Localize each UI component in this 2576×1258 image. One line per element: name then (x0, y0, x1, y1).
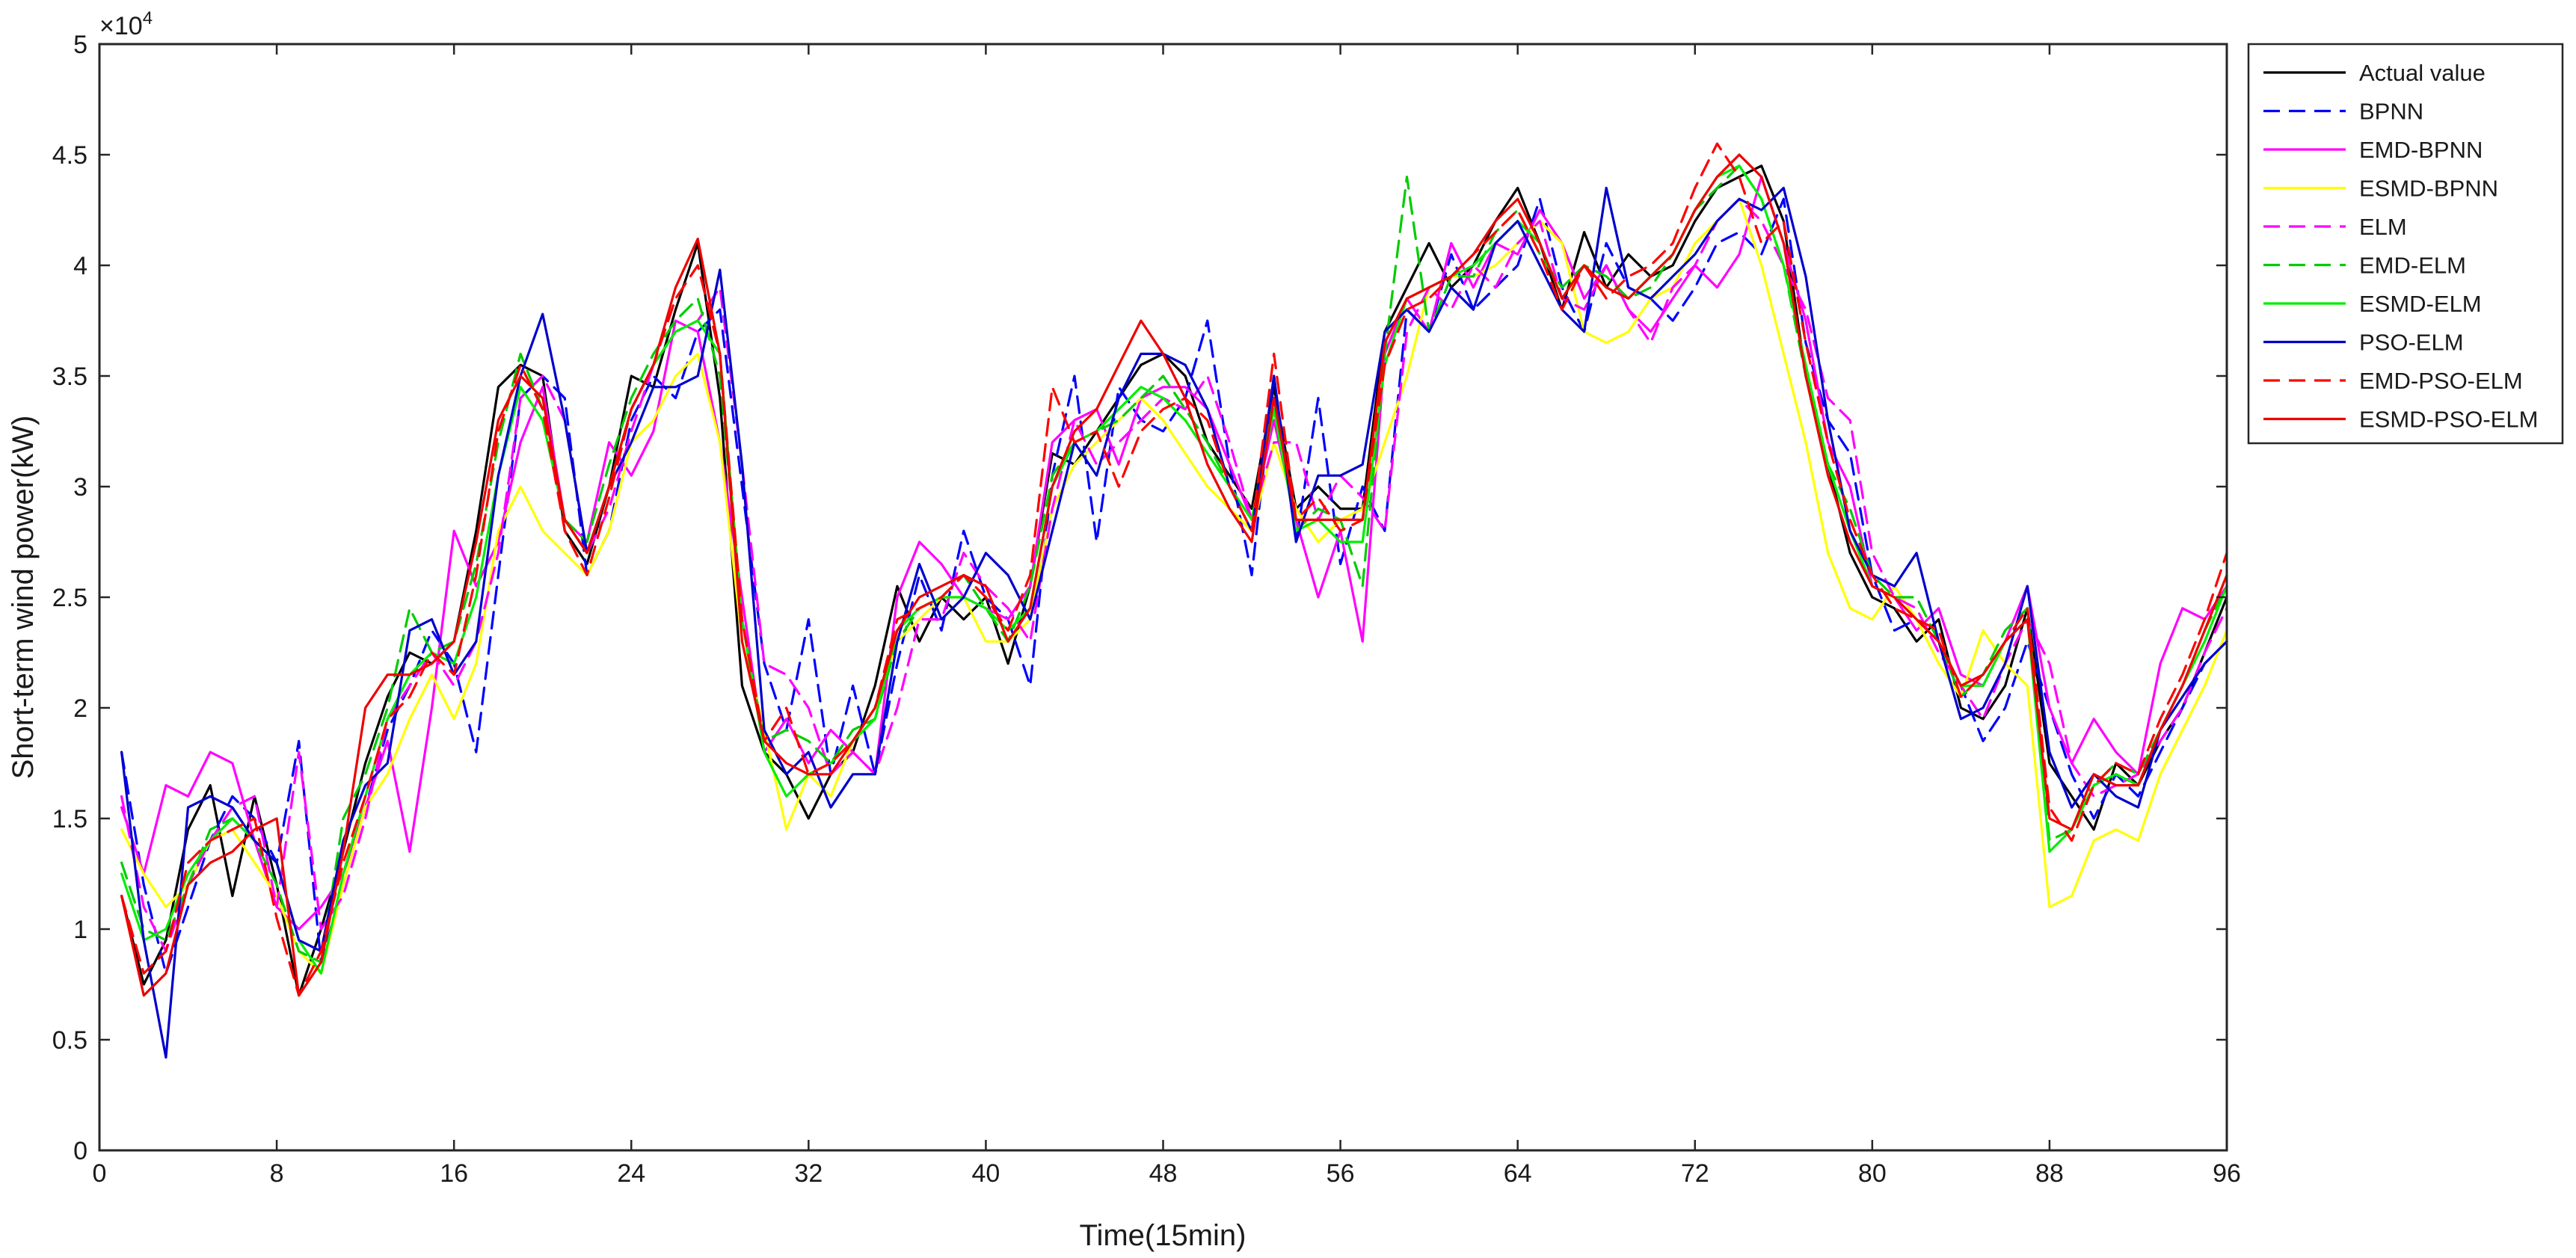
x-tick-label: 8 (270, 1159, 284, 1188)
legend-label: Actual value (2359, 60, 2486, 86)
legend-label: ESMD-ELM (2359, 291, 2482, 317)
x-tick-label: 88 (2035, 1159, 2064, 1188)
x-tick-label: 80 (1858, 1159, 1887, 1188)
legend-entry-elm: ELM (2263, 214, 2407, 240)
legend-label: ELM (2359, 214, 2407, 240)
series-line-pso-elm (120, 186, 2228, 1059)
legend-label: EMD-PSO-ELM (2359, 368, 2523, 394)
x-tick-label: 72 (1681, 1159, 1709, 1188)
ticks-layer: 0 8 16 24 32 40 48 56 64 72 80 88 96 0 0.5 1 1.5 2 2.5 3 3.5… (52, 31, 2241, 1188)
x-tick-label: 64 (1504, 1159, 1532, 1188)
legend-label: ESMD-PSO-ELM (2359, 407, 2538, 433)
x-tick-label: 0 (93, 1159, 107, 1188)
y-tick-label: 5 (73, 31, 87, 59)
series-line-emd-pso-elm (120, 142, 2228, 997)
y-axis-title: Short-term wind power(kW) (7, 416, 40, 780)
x-tick-label: 24 (617, 1159, 645, 1188)
legend-label: ESMD-BPNN (2359, 176, 2498, 202)
series-line-emd-elm (120, 164, 2228, 964)
x-tick-label: 16 (440, 1159, 468, 1188)
y-tick-label: 2.5 (52, 584, 87, 612)
y-tick-label: 3.5 (52, 363, 87, 391)
series-line-actual-value (120, 164, 2228, 997)
x-tick-label: 40 (972, 1159, 1000, 1188)
legend-entry-emd-pso-elm: EMD-PSO-ELM (2263, 368, 2523, 394)
y-tick-label: 1.5 (52, 805, 87, 833)
legend-entry-emd-bpnn: EMD-BPNN (2263, 137, 2483, 163)
legend-entry-pso-elm: PSO-ELM (2263, 330, 2464, 356)
y-tick-label: 4.5 (52, 141, 87, 170)
x-axis-title: Time(15min) (1080, 1219, 1246, 1252)
legend-label: PSO-ELM (2359, 330, 2464, 356)
y-tick-label: 1 (73, 916, 87, 944)
legend-label: EMD-ELM (2359, 253, 2466, 279)
legend: Actual value BPNN EMD-BPNN ESMD-BPNN ELM EMD-… (2247, 43, 2564, 445)
x-tick-label: 32 (794, 1159, 823, 1188)
legend-entry-esmd-elm: ESMD-ELM (2263, 291, 2482, 317)
y-tick-label: 0 (73, 1137, 87, 1165)
legend-entry-emd-elm: EMD-ELM (2263, 253, 2466, 279)
series-line-esmd-bpnn (120, 197, 2228, 975)
legend-entry-actual-value: Actual value (2263, 60, 2486, 86)
legend-label: EMD-BPNN (2359, 137, 2483, 163)
y-exponent-label: ×104 (99, 8, 153, 40)
x-tick-label: 48 (1149, 1159, 1178, 1188)
y-tick-label: 3 (73, 473, 87, 502)
y-tick-label: 4 (73, 252, 87, 280)
series-line-esmd-pso-elm (120, 153, 2228, 997)
x-tick-label: 96 (2213, 1159, 2241, 1188)
y-tick-label: 0.5 (52, 1026, 87, 1055)
x-tick-label: 56 (1327, 1159, 1355, 1188)
series-line-bpnn (120, 197, 2228, 975)
legend-entry-bpnn: BPNN (2263, 99, 2423, 125)
y-tick-label: 2 (73, 694, 87, 723)
legend-label: BPNN (2359, 99, 2423, 125)
series-layer (120, 142, 2228, 1059)
legend-entry-esmd-bpnn: ESMD-BPNN (2263, 176, 2498, 202)
legend-entry-esmd-pso-elm: ESMD-PSO-ELM (2263, 407, 2538, 433)
